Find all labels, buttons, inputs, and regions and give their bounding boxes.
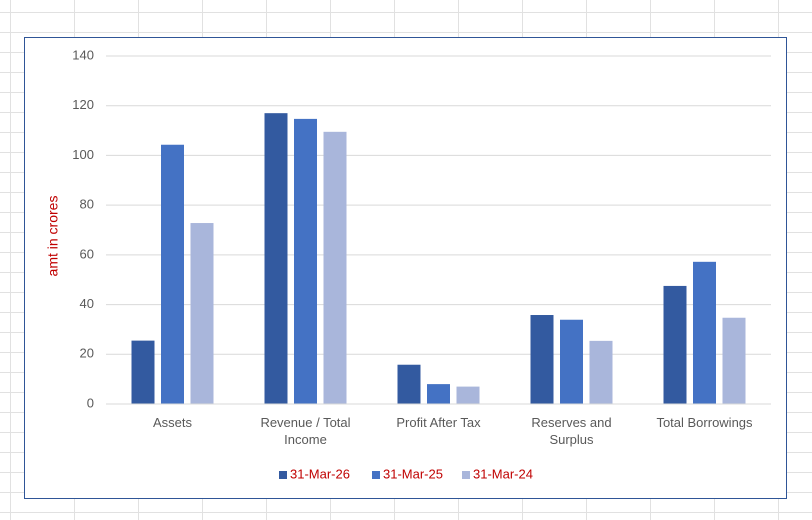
bar — [131, 340, 155, 404]
x-tick-label: Profit After Tax — [396, 415, 481, 430]
legend-swatch — [462, 471, 470, 479]
x-tick-label: Total Borrowings — [656, 415, 753, 430]
legend-swatch — [279, 471, 287, 479]
chart: amt in crores 0 20 40 60 80 100 120 140 31-Mar-2… — [45, 47, 771, 481]
legend-label: 31-Mar-26 — [290, 466, 350, 481]
legend-swatch — [372, 471, 380, 479]
y-axis-title: amt in crores — [45, 196, 61, 277]
bar — [190, 223, 214, 404]
bar — [427, 384, 450, 404]
y-tick-label: 120 — [72, 97, 94, 112]
y-tick-label: 20 — [80, 346, 94, 361]
y-tick-label: 40 — [80, 296, 94, 311]
x-tick-label: Assets — [152, 415, 192, 430]
bar — [722, 317, 746, 404]
bar — [161, 144, 184, 404]
bar — [560, 319, 583, 404]
legend-label: 31-Mar-24 — [473, 466, 533, 481]
bar — [693, 261, 716, 404]
bar — [264, 113, 288, 405]
y-tick-label: 80 — [80, 197, 94, 212]
y-tick-label: 140 — [72, 47, 94, 62]
bar — [456, 386, 480, 404]
x-tick-label: Reserves and Surplus — [531, 415, 612, 447]
y-tick-label: 100 — [72, 147, 94, 162]
chart-area: amt in crores 0 20 40 60 80 100 120 140 31-Mar-2… — [24, 37, 787, 499]
legend-label: 31-Mar-25 — [383, 466, 443, 481]
bar — [663, 285, 687, 404]
bar — [589, 340, 613, 404]
y-tick-label: 60 — [80, 246, 94, 261]
y-tick-label: 0 — [87, 395, 94, 410]
bar — [294, 118, 317, 404]
x-tick-label: Revenue / Total Income — [260, 415, 351, 447]
bar — [530, 315, 554, 404]
bar — [323, 131, 347, 405]
bar — [397, 364, 421, 404]
